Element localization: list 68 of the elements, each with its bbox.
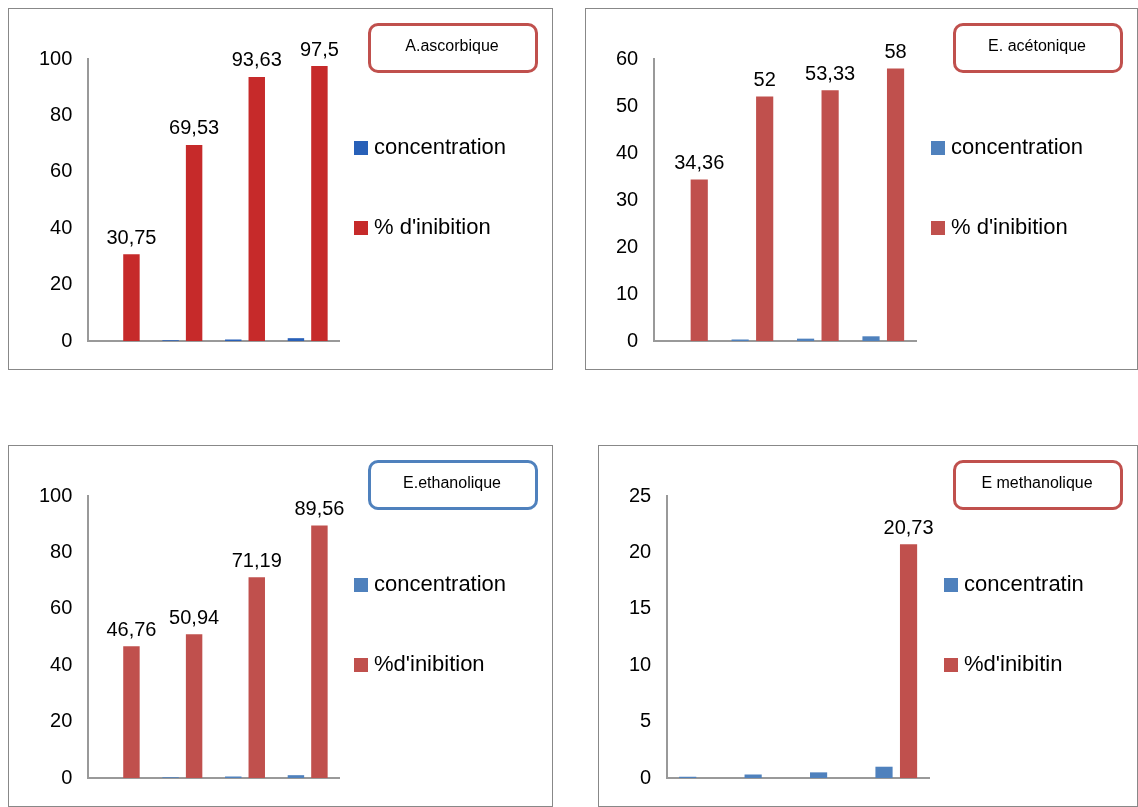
y-tick-label: 30 (616, 187, 639, 210)
data-label: 89,56 (294, 496, 345, 519)
bar (287, 338, 305, 341)
data-label: 52 (753, 68, 776, 91)
y-tick-label: 0 (61, 765, 73, 788)
data-label: 69,53 (169, 116, 220, 139)
bar (287, 775, 305, 778)
y-tick-label: 40 (50, 215, 73, 238)
bar (862, 336, 880, 341)
data-label: 53,33 (805, 61, 856, 84)
y-tick-label: 5 (640, 709, 652, 732)
legend-label: % d'inibition (951, 214, 1068, 239)
data-label: 50,94 (169, 605, 220, 628)
y-tick-label: 60 (50, 596, 73, 619)
y-tick-label: 20 (50, 709, 73, 732)
text: E.ethanolique (403, 474, 502, 492)
text: E methanolique (981, 474, 1093, 492)
y-tick-label: 60 (50, 159, 73, 182)
y-tick-label: 20 (50, 272, 73, 295)
bar (756, 96, 774, 341)
y-tick-label: 20 (616, 234, 639, 257)
y-tick-label: 0 (640, 765, 652, 788)
y-tick-label: 25 (629, 483, 652, 506)
data-label: 20,73 (883, 515, 934, 538)
y-tick-label: 50 (616, 93, 639, 116)
text: E. acétonique (988, 37, 1087, 55)
legend-label: %d'inibition (374, 651, 485, 676)
data-label: 46,76 (106, 617, 157, 640)
y-tick-label: 40 (50, 652, 73, 675)
data-label: 97,5 (299, 37, 339, 60)
bar (311, 66, 328, 341)
bar (185, 144, 203, 341)
data-label: 30,75 (106, 225, 157, 248)
bar (875, 766, 893, 778)
bar (248, 577, 265, 778)
bar (311, 525, 328, 778)
y-tick-label: 0 (61, 328, 73, 351)
bar (809, 772, 828, 778)
legend-label: % d'inibition (374, 214, 491, 239)
bar (899, 544, 918, 778)
legend-label: %d'inibitin (964, 651, 1063, 676)
y-tick-label: 80 (50, 539, 73, 562)
y-tick-label: 40 (616, 140, 639, 163)
y-tick-label: 100 (38, 46, 73, 69)
legend-label: concentration (374, 571, 507, 596)
y-tick-label: 10 (616, 281, 639, 304)
data-label: 34,36 (674, 151, 725, 174)
bar (690, 179, 708, 341)
text: A.ascorbique (405, 37, 499, 55)
y-tick-label: 100 (38, 483, 73, 506)
data-label: 71,19 (231, 548, 282, 571)
bar (248, 76, 265, 341)
data-label: 58 (884, 39, 907, 62)
y-tick-label: 80 (50, 102, 73, 125)
bar (123, 254, 140, 341)
legend-label: concentration (951, 134, 1084, 159)
y-tick-label: 0 (627, 328, 639, 351)
bar (821, 90, 839, 341)
y-tick-label: 15 (629, 596, 652, 619)
bar (185, 634, 203, 778)
legend-label: concentration (374, 134, 507, 159)
bar (886, 68, 905, 341)
legend-label: concentratin (964, 571, 1084, 596)
bar (123, 646, 140, 778)
data-label: 93,63 (231, 48, 282, 71)
y-tick-label: 60 (616, 46, 639, 69)
y-tick-label: 20 (629, 539, 652, 562)
y-tick-label: 10 (629, 652, 652, 675)
